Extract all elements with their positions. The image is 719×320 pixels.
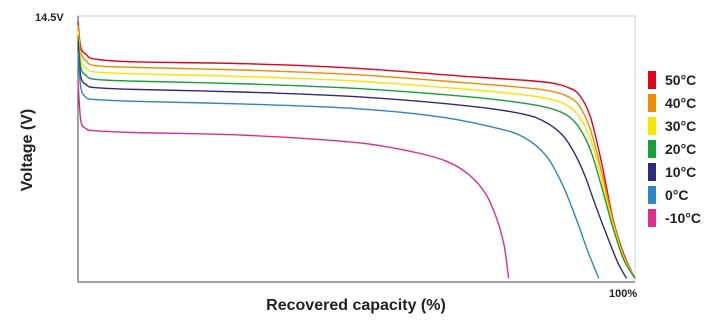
legend-label-0: 50°C <box>665 72 696 88</box>
y-axis-top-label: 14.5V <box>35 12 64 24</box>
series-line-5 <box>77 50 600 279</box>
legend-label-4: 10°C <box>665 164 696 180</box>
plot-frame <box>77 15 636 283</box>
series-line-2 <box>77 30 636 279</box>
legend-swatch-6 <box>648 209 656 227</box>
legend-label-1: 40°C <box>665 95 696 111</box>
legend-label-3: 20°C <box>665 141 696 157</box>
y-axis-title: Voltage (V) <box>19 109 36 191</box>
legend-label-6: -10°C <box>665 210 701 226</box>
series-line-3 <box>77 36 636 279</box>
x-axis-end-label: 100% <box>609 288 637 300</box>
legend-swatch-1 <box>648 94 656 112</box>
series-line-4 <box>77 41 628 279</box>
legend-swatch-3 <box>648 140 656 158</box>
series-line-6 <box>77 80 510 279</box>
legend-swatch-0 <box>648 71 656 89</box>
legend-label-2: 30°C <box>665 118 696 134</box>
series-layer <box>77 21 636 279</box>
series-line-1 <box>77 25 636 279</box>
legend-label-5: 0°C <box>665 187 689 203</box>
legend-swatch-5 <box>648 186 656 204</box>
series-line-0 <box>77 21 636 279</box>
legend-swatch-4 <box>648 163 656 181</box>
x-axis-title: Recovered capacity (%) <box>266 297 446 314</box>
legend: 50°C 40°C 30°C 20°C 10°C 0°C -10°C <box>648 71 701 227</box>
legend-swatch-2 <box>648 117 656 135</box>
